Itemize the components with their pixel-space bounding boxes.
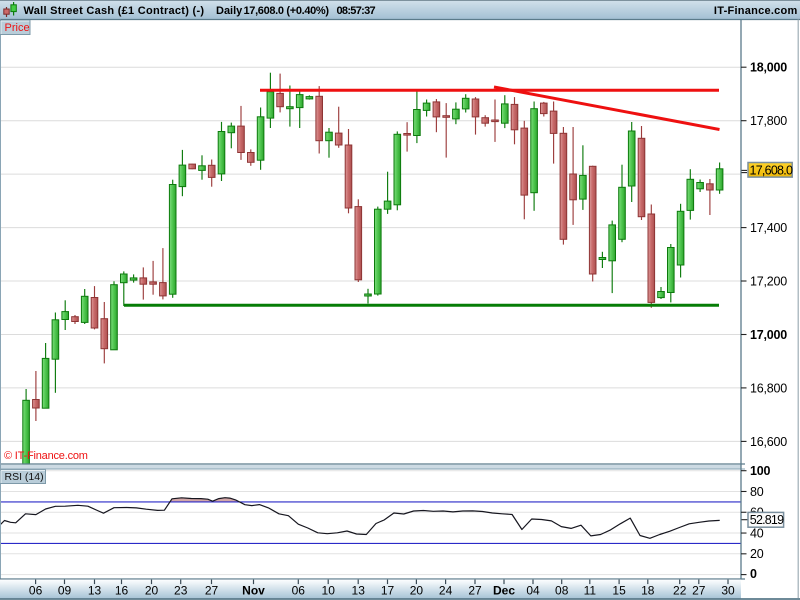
svg-text:04: 04 xyxy=(526,584,540,598)
svg-text:15: 15 xyxy=(612,584,626,598)
svg-text:80: 80 xyxy=(750,485,764,499)
svg-text:09: 09 xyxy=(58,584,72,598)
svg-text:30: 30 xyxy=(721,584,735,598)
svg-text:24: 24 xyxy=(439,584,453,598)
svg-text:17,608.0: 17,608.0 xyxy=(750,164,793,178)
svg-text:11: 11 xyxy=(584,584,597,598)
svg-text:08: 08 xyxy=(555,584,569,598)
svg-text:17,400: 17,400 xyxy=(750,221,787,235)
svg-text:27: 27 xyxy=(692,584,706,598)
svg-text:22: 22 xyxy=(673,584,687,598)
svg-text:17,608.0 (+0.40%): 17,608.0 (+0.40%) xyxy=(244,5,330,17)
svg-text:10: 10 xyxy=(322,584,336,598)
svg-text:20: 20 xyxy=(145,584,159,598)
svg-text:16: 16 xyxy=(115,584,129,598)
svg-text:© IT-Finance.com: © IT-Finance.com xyxy=(4,450,88,462)
svg-text:40: 40 xyxy=(750,526,764,540)
svg-text:06: 06 xyxy=(29,584,43,598)
svg-text:RSI (14): RSI (14) xyxy=(5,471,44,483)
svg-text:17: 17 xyxy=(381,584,395,598)
svg-text:52.819: 52.819 xyxy=(750,513,784,527)
svg-text:Daily: Daily xyxy=(216,5,243,17)
svg-text:27: 27 xyxy=(205,584,219,598)
svg-text:16,600: 16,600 xyxy=(750,435,787,449)
svg-text:13: 13 xyxy=(352,584,366,598)
svg-text:Nov: Nov xyxy=(242,584,265,598)
svg-text:17,000: 17,000 xyxy=(750,328,787,342)
svg-text:Dec: Dec xyxy=(493,584,515,598)
svg-text:20: 20 xyxy=(750,547,764,561)
svg-text:16,800: 16,800 xyxy=(750,381,787,395)
svg-text:13: 13 xyxy=(88,584,102,598)
svg-text:08:57:37: 08:57:37 xyxy=(337,5,376,17)
svg-text:IT-Finance.com: IT-Finance.com xyxy=(714,5,798,17)
svg-text:0: 0 xyxy=(750,567,757,581)
svg-text:Price: Price xyxy=(5,22,30,34)
svg-text:20: 20 xyxy=(410,584,424,598)
svg-text:23: 23 xyxy=(174,584,188,598)
svg-text:06: 06 xyxy=(292,584,306,598)
svg-text:Wall Street Cash (£1 Contract): Wall Street Cash (£1 Contract) (-) xyxy=(24,5,205,17)
svg-text:27: 27 xyxy=(468,584,482,598)
svg-text:18,000: 18,000 xyxy=(750,61,787,75)
svg-text:100: 100 xyxy=(750,464,771,478)
svg-text:17,800: 17,800 xyxy=(750,114,787,128)
svg-text:18: 18 xyxy=(641,584,655,598)
svg-text:17,200: 17,200 xyxy=(750,274,787,288)
